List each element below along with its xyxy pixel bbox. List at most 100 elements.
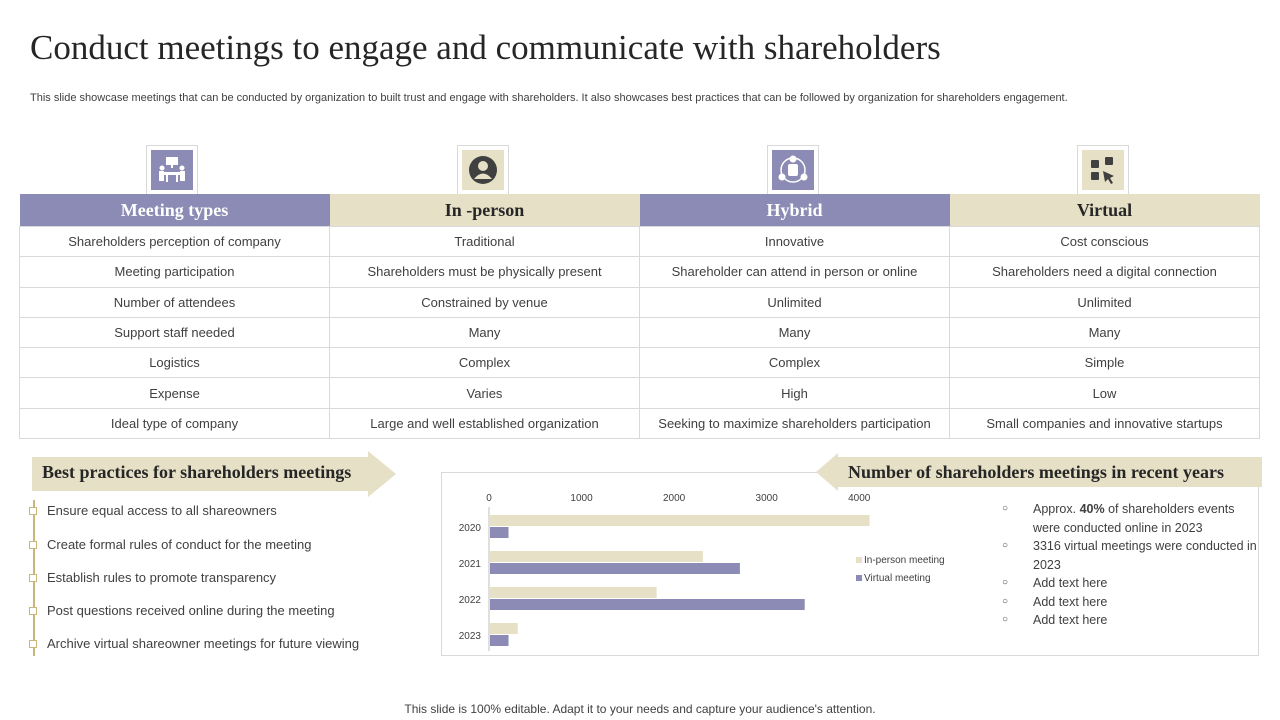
table-row: Logistics Complex Complex Simple — [19, 347, 1260, 379]
table-cell: Simple — [949, 347, 1260, 379]
table-row: Ideal type of company Large and well est… — [19, 407, 1260, 440]
table-cell: Shareholder can attend in person or onli… — [639, 256, 950, 288]
table-cell: Small companies and innovative startups — [949, 407, 1260, 440]
page-title: Conduct meetings to engage and communica… — [30, 28, 941, 67]
x-tick-label: 4000 — [848, 493, 871, 504]
bar-in-person-meeting-2021 — [490, 551, 703, 562]
list-item: ○ Add text here — [1002, 593, 1257, 612]
table-cell: Shareholders need a digital connection — [949, 256, 1260, 288]
bar-virtual-meeting-2021 — [490, 563, 740, 574]
circle-bullet-icon: ○ — [1002, 595, 1009, 607]
bar-in-person-meeting-2022 — [490, 587, 657, 598]
list-item: ○ 3316 virtual meetings were conducted i… — [1002, 539, 1257, 572]
table-cell: Varies — [329, 377, 640, 409]
meetings-bullet-list: ○ Approx. 40% of shareholders events wer… — [1002, 500, 1257, 630]
x-tick-label: 2000 — [663, 493, 686, 504]
x-tick-label: 0 — [486, 493, 492, 504]
hybrid-icon-box — [767, 145, 819, 195]
y-tick-label: 2020 — [459, 523, 482, 534]
table-cell: Traditional — [329, 225, 640, 258]
bullet-square-icon — [29, 640, 37, 648]
bar-virtual-meeting-2020 — [490, 527, 509, 538]
hybrid-icon — [778, 155, 808, 183]
list-item-label: Establish rules to promote transparency — [47, 570, 277, 585]
y-tick-label: 2023 — [459, 631, 482, 642]
table-cell: Unlimited — [639, 286, 950, 318]
x-tick-label: 3000 — [756, 493, 779, 504]
y-tick-label: 2022 — [459, 595, 482, 606]
table-cell: Many — [639, 316, 950, 349]
bar-in-person-meeting-2020 — [490, 515, 870, 526]
table-cell: Ideal type of company — [19, 407, 330, 440]
table-row: Expense Varies High Low — [19, 377, 1260, 409]
table-cell: High — [639, 377, 950, 409]
person-icon — [469, 156, 497, 184]
header-virtual: Virtual — [949, 194, 1260, 227]
table-cell: Meeting participation — [19, 256, 330, 288]
table-cell: Seeking to maximize shareholders partici… — [639, 407, 950, 440]
table-cell: Shareholders perception of company — [19, 225, 330, 258]
bullet-square-icon — [29, 541, 37, 549]
page-subtitle: This slide showcase meetings that can be… — [30, 92, 1068, 104]
arrow-banner-left — [816, 453, 1262, 491]
table-cell: Shareholders must be physically present — [329, 256, 640, 288]
list-item-label: Create formal rules of conduct for the m… — [47, 537, 312, 552]
table-cell: Many — [329, 316, 640, 349]
circle-bullet-icon: ○ — [1002, 540, 1009, 551]
legend-label: Virtual meeting — [864, 573, 931, 584]
meetings-section-header: Number of shareholders meetings in recen… — [816, 453, 1262, 491]
table-cell: Constrained by venue — [329, 286, 640, 318]
virtual-icon-box — [1077, 145, 1129, 195]
footer-note: This slide is 100% editable. Adapt it to… — [404, 702, 876, 716]
list-item: ○ Add text here — [1002, 611, 1257, 630]
table-cell: Innovative — [639, 225, 950, 258]
table-header-row: Meeting types In -person Hybrid Virtual — [19, 194, 1260, 227]
bar-virtual-meeting-2023 — [490, 635, 509, 646]
list-item-label: Ensure equal access to all shareowners — [47, 503, 277, 518]
table-cell: Low — [949, 377, 1260, 409]
meeting-icon — [159, 157, 185, 182]
table-cell: Number of attendees — [19, 286, 330, 318]
arrow-banner-right — [32, 451, 396, 497]
meetings-section-title: Number of shareholders meetings in recen… — [848, 462, 1224, 482]
best-practices-header: Best practices for shareholders meetings — [32, 451, 396, 497]
list-item-label: Post questions received online during th… — [47, 603, 335, 618]
circle-bullet-icon: ○ — [1002, 614, 1009, 625]
list-item-label: Archive virtual shareowner meetings for … — [47, 636, 360, 651]
table-row: Meeting participation Shareholders must … — [19, 256, 1260, 288]
bullet-square-icon — [29, 507, 37, 515]
table-cell: Large and well established organization — [329, 407, 640, 440]
x-tick-label: 1000 — [570, 493, 593, 504]
header-meeting-types: Meeting types — [19, 194, 330, 227]
list-item: ○ Approx. 40% of shareholders events wer… — [1002, 502, 1235, 535]
table-cell: Unlimited — [949, 286, 1260, 318]
header-hybrid: Hybrid — [639, 194, 950, 227]
bar-virtual-meeting-2022 — [490, 599, 805, 610]
table-cell: Cost conscious — [949, 225, 1260, 258]
table-cell: Support staff needed — [19, 316, 330, 349]
table-cell: Expense — [19, 377, 330, 409]
circle-bullet-icon: ○ — [1002, 503, 1009, 514]
best-practices-title: Best practices for shareholders meetings — [42, 462, 352, 482]
bullet-square-icon — [29, 574, 37, 582]
legend-swatch — [856, 557, 862, 563]
meeting-comparison-table: Meeting types In -person Hybrid Virtual … — [19, 194, 1260, 440]
table-cell: Complex — [639, 347, 950, 379]
y-tick-label: 2021 — [459, 559, 482, 570]
table-cell: Many — [949, 316, 1260, 349]
table-cell: Logistics — [19, 347, 330, 379]
circle-bullet-icon: ○ — [1002, 577, 1009, 588]
table-cell: Complex — [329, 347, 640, 379]
legend-label: In-person meeting — [864, 555, 945, 566]
person-icon-box — [457, 145, 509, 195]
virtual-icon — [1091, 157, 1114, 184]
meetings-bar-chart: 0 1000 2000 3000 4000 2020 2021 2022 2023 In-pers… — [459, 493, 945, 651]
list-item: ○ Add text here — [1002, 574, 1257, 593]
table-row: Number of attendees Constrained by venue… — [19, 286, 1260, 318]
meeting-icon-box — [146, 145, 198, 195]
legend-swatch — [856, 575, 862, 581]
bar-in-person-meeting-2023 — [490, 623, 518, 634]
bullet-square-icon — [29, 607, 37, 615]
table-row: Shareholders perception of company Tradi… — [19, 225, 1260, 258]
table-row: Support staff needed Many Many Many — [19, 316, 1260, 349]
